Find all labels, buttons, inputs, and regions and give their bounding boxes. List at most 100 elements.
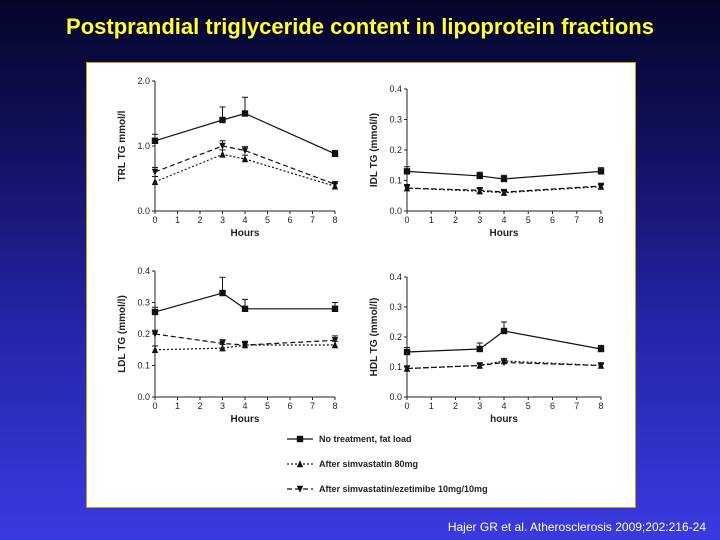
data-point — [241, 155, 249, 163]
x-tick-label: 5 — [526, 215, 531, 225]
x-tick-label: 5 — [265, 401, 270, 411]
x-tick-label: 2 — [197, 401, 202, 411]
x-tick-label: 8 — [332, 215, 337, 225]
x-tick-label: 7 — [310, 215, 315, 225]
series-line — [154, 292, 335, 313]
data-point — [219, 289, 226, 297]
data-point — [597, 345, 605, 353]
series-square — [151, 96, 339, 157]
x-tick-label: 0 — [152, 401, 157, 411]
chart-trl: 0 1 2 3 4 5 6 7 8 0.0 1.0 2.0 Hours TRL TG mmol/l — [117, 76, 339, 239]
series-triangle-down — [403, 359, 605, 373]
y-tick-label: 0.0 — [389, 206, 402, 216]
x-tick-label: 1 — [429, 215, 434, 225]
series-line — [406, 330, 602, 353]
data-point — [476, 362, 483, 370]
data-point — [241, 341, 249, 349]
chart-figure: 0 1 2 3 4 5 6 7 8 0.0 1.0 2.0 Hours TRL TG mmol/l 0 1 2 3… — [117, 76, 605, 494]
legend: No treatment, fat load After simvastatin … — [287, 434, 488, 494]
x-tick-label: 6 — [550, 401, 555, 411]
x-tick-label: 4 — [501, 215, 506, 225]
x-axis-label: Hours — [231, 414, 260, 425]
data-point — [476, 345, 483, 353]
y-tick-label: 0.4 — [389, 272, 402, 282]
x-tick-label: 3 — [220, 401, 225, 411]
data-point — [403, 365, 411, 373]
data-point — [241, 305, 249, 312]
data-point — [403, 348, 411, 356]
chart-idl: 0 1 2 3 4 5 6 7 8 0.0 0.1 0.2 0.3 0.4 Hours IDL TG (mmo… — [369, 84, 605, 239]
x-tick-label: 3 — [220, 215, 225, 225]
data-point — [331, 305, 339, 312]
data-point — [331, 341, 339, 349]
data-point — [597, 168, 605, 175]
data-point — [219, 340, 226, 348]
data-point — [403, 168, 411, 175]
legend-marker — [296, 485, 304, 493]
x-tick-label: 6 — [287, 215, 292, 225]
legend-marker — [296, 460, 304, 468]
data-point — [331, 150, 339, 157]
x-tick-label: 8 — [598, 401, 603, 411]
y-tick-label: 0.4 — [389, 84, 402, 94]
y-tick-label: 0.0 — [137, 392, 150, 402]
series-triangle-down — [403, 182, 605, 196]
data-point — [151, 137, 159, 144]
x-tick-label: 0 — [404, 401, 409, 411]
data-point — [331, 181, 339, 189]
data-point — [241, 110, 249, 117]
x-tick-label: 4 — [242, 401, 247, 411]
data-point — [219, 150, 226, 158]
series-square — [151, 276, 339, 316]
series-line — [406, 361, 602, 370]
x-tick-label: 2 — [453, 215, 458, 225]
y-tick-label: 0.4 — [137, 266, 150, 276]
y-axis-label: LDL TG (mmol/l) — [117, 295, 128, 373]
data-point — [151, 345, 159, 353]
data-point — [597, 362, 605, 370]
y-tick-label: 0.0 — [137, 206, 150, 216]
x-tick-label: 2 — [197, 215, 202, 225]
x-axis-label: hours — [490, 414, 518, 425]
x-tick-label: 1 — [175, 401, 180, 411]
series-triangle-down — [151, 329, 339, 349]
data-point — [151, 168, 159, 176]
citation: Hajer GR et al. Atherosclerosis 2009;202… — [447, 520, 706, 534]
y-tick-label: 0.3 — [137, 298, 150, 308]
series-line — [406, 185, 602, 193]
x-tick-label: 5 — [526, 401, 531, 411]
data-point — [219, 344, 226, 352]
x-axis-label: Hours — [490, 228, 519, 239]
data-point — [219, 116, 226, 124]
y-tick-label: 2.0 — [137, 76, 150, 86]
chart-hdl: 0 1 2 3 4 5 6 7 8 0.0 0.1 0.2 0.3 0.4 hours HDL TG (mmo… — [369, 272, 605, 425]
data-point — [151, 177, 159, 185]
x-tick-label: 1 — [429, 401, 434, 411]
data-point — [597, 182, 605, 190]
y-axis-label: TRL TG mmol/l — [117, 110, 128, 181]
legend-marker — [296, 435, 304, 443]
x-tick-label: 1 — [175, 215, 180, 225]
slide-title: Postprandial triglyceride content in lip… — [66, 14, 654, 39]
x-tick-label: 6 — [287, 401, 292, 411]
y-tick-label: 0.3 — [389, 115, 402, 125]
data-point — [331, 337, 339, 345]
data-point — [476, 172, 483, 180]
y-tick-label: 0.1 — [389, 176, 402, 186]
data-point — [500, 175, 508, 183]
data-point — [241, 147, 249, 155]
y-tick-label: 0.2 — [389, 145, 402, 155]
x-tick-label: 8 — [332, 401, 337, 411]
x-tick-label: 7 — [574, 401, 579, 411]
x-tick-label: 0 — [404, 215, 409, 225]
series-line — [154, 112, 336, 155]
series-triangle-up — [151, 149, 339, 190]
data-point — [476, 187, 483, 195]
y-axis-label: IDL TG (mmol/l) — [369, 113, 380, 187]
y-tick-label: 0.3 — [389, 302, 402, 312]
x-tick-label: 7 — [310, 401, 315, 411]
x-tick-label: 4 — [501, 401, 506, 411]
series-square — [403, 321, 605, 356]
series-line — [154, 145, 336, 185]
figure-panel: 0 1 2 3 4 5 6 7 8 0.0 1.0 2.0 Hours TRL TG mmol/l 0 1 2 3… — [86, 62, 636, 508]
